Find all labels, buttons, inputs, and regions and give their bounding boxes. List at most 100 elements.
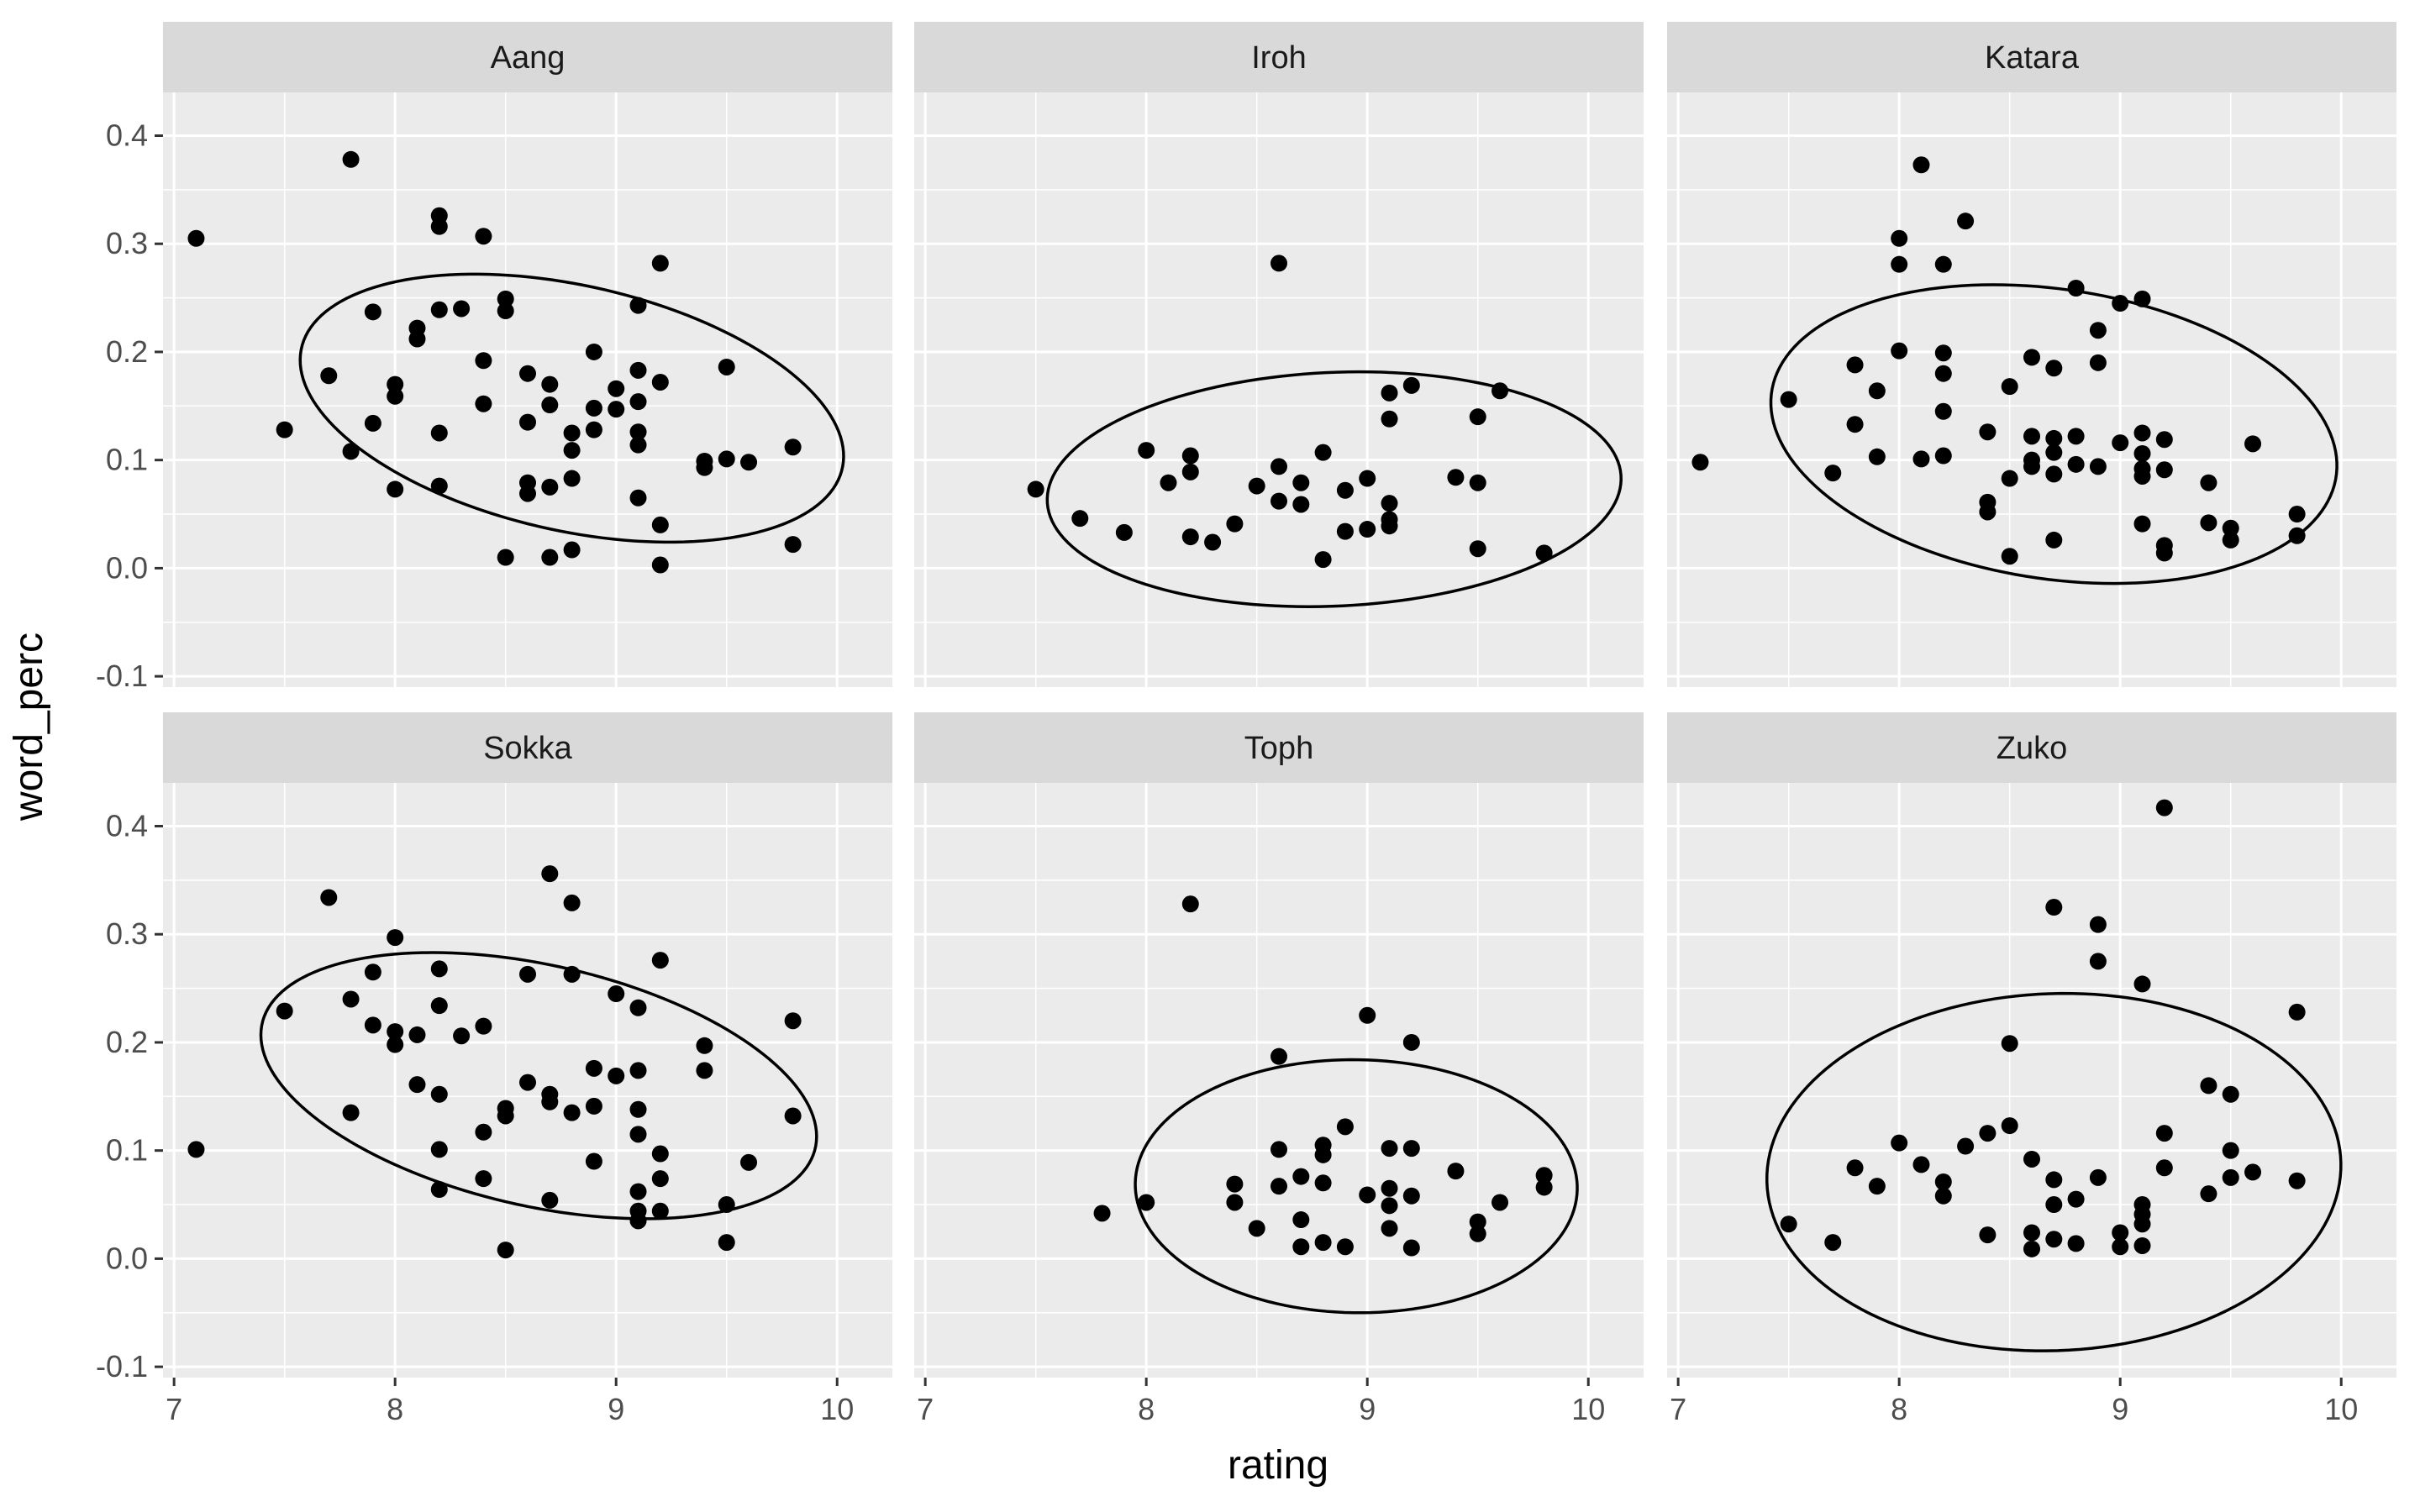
data-point — [497, 549, 514, 566]
strip-label-sokka: Sokka — [483, 731, 572, 766]
data-point — [1934, 255, 1952, 273]
data-point — [1934, 1187, 1952, 1205]
data-point — [2023, 1240, 2040, 1257]
data-point — [1402, 1140, 1420, 1158]
data-point — [1469, 540, 1486, 558]
data-point — [497, 290, 514, 307]
facet-toph: Toph — [914, 712, 1644, 1378]
data-point — [1138, 442, 1155, 459]
data-point — [1535, 1179, 1553, 1196]
data-point — [2200, 1185, 2217, 1203]
data-point — [364, 303, 381, 321]
panel-background-aang — [163, 92, 892, 687]
data-point — [2045, 1231, 2063, 1248]
data-point — [1181, 528, 1199, 546]
data-point — [1336, 1238, 1354, 1256]
data-point — [696, 459, 713, 476]
x-tick-label: 9 — [608, 1392, 624, 1426]
data-point — [2045, 1196, 2063, 1214]
data-point — [519, 413, 536, 431]
ellipse-katara — [1769, 283, 2338, 585]
data-point — [2288, 1172, 2306, 1189]
data-point — [563, 894, 581, 911]
data-point — [2089, 354, 2107, 371]
data-point — [651, 1145, 669, 1163]
data-point — [1491, 1194, 1509, 1211]
data-point — [1891, 342, 1908, 360]
panel-background-zuko — [1667, 783, 2396, 1378]
strip-katara — [1667, 22, 2396, 92]
data-point — [1359, 470, 1376, 487]
data-point — [1160, 474, 1177, 491]
data-point — [541, 865, 559, 883]
data-point — [519, 965, 536, 983]
data-point — [1846, 416, 1864, 433]
data-point — [696, 1062, 713, 1079]
data-point — [1270, 492, 1287, 510]
data-point — [2133, 1215, 2151, 1233]
data-point — [2244, 1163, 2262, 1181]
y-tick-label: 0.4 — [106, 808, 148, 843]
data-point — [696, 1037, 713, 1054]
data-point — [1314, 444, 1332, 461]
strip-zuko — [1667, 712, 2396, 783]
data-point — [2200, 514, 2217, 532]
x-tick-label: 8 — [1891, 1392, 1907, 1426]
data-point — [651, 255, 669, 272]
data-point — [2067, 1235, 2085, 1252]
data-point — [2045, 444, 2063, 461]
data-point — [387, 1036, 404, 1053]
y-axis-row-1: -0.1 0.0 0.1 0.2 0.3 0.4 — [96, 118, 163, 693]
data-point — [1314, 1174, 1332, 1192]
data-point — [1447, 469, 1465, 486]
y-tick-label: -0.1 — [96, 1349, 148, 1383]
x-tick-label: 10 — [820, 1392, 854, 1426]
data-point — [1181, 895, 1199, 913]
data-point — [342, 1104, 360, 1121]
data-point — [541, 1093, 559, 1110]
data-point — [276, 421, 293, 438]
data-point — [1979, 503, 1996, 521]
data-point — [453, 1027, 471, 1045]
data-point — [629, 436, 647, 454]
data-point — [585, 1097, 602, 1115]
x-tick-label: 7 — [917, 1392, 934, 1426]
data-point — [364, 1016, 381, 1034]
data-point — [453, 300, 471, 318]
ellipse-sokka — [259, 951, 818, 1221]
data-point — [1469, 1213, 1486, 1231]
data-point — [563, 1104, 581, 1121]
data-point — [1314, 1146, 1332, 1163]
gridlines-iroh — [914, 92, 1644, 687]
data-point — [1402, 1239, 1420, 1257]
data-point — [629, 361, 647, 379]
data-point — [2155, 544, 2173, 562]
data-point — [629, 1126, 647, 1143]
x-tick-label: 10 — [1571, 1392, 1605, 1426]
x-tick-label: 7 — [166, 1392, 182, 1426]
data-point — [1292, 474, 1310, 491]
data-point — [585, 343, 602, 360]
data-point — [408, 330, 426, 348]
y-tick-label: 0.2 — [106, 334, 148, 369]
data-point — [608, 380, 625, 397]
data-point — [430, 1085, 448, 1103]
data-point — [784, 438, 802, 456]
data-point — [2045, 429, 2063, 447]
data-point — [1292, 1238, 1310, 1256]
data-point — [1270, 1047, 1287, 1065]
data-point — [1912, 450, 1930, 468]
data-point — [2133, 444, 2151, 462]
data-point — [629, 1100, 647, 1118]
data-point — [1226, 515, 1244, 533]
data-point — [784, 536, 802, 554]
data-point — [1270, 255, 1287, 272]
data-point — [1381, 1179, 1398, 1197]
panel-background-katara — [1667, 92, 2396, 687]
data-point — [2133, 975, 2151, 993]
data-point — [1780, 1215, 1797, 1233]
data-point — [1891, 229, 1908, 247]
data-point — [784, 1012, 802, 1030]
strip-sokka — [163, 712, 892, 783]
data-point — [563, 470, 581, 487]
